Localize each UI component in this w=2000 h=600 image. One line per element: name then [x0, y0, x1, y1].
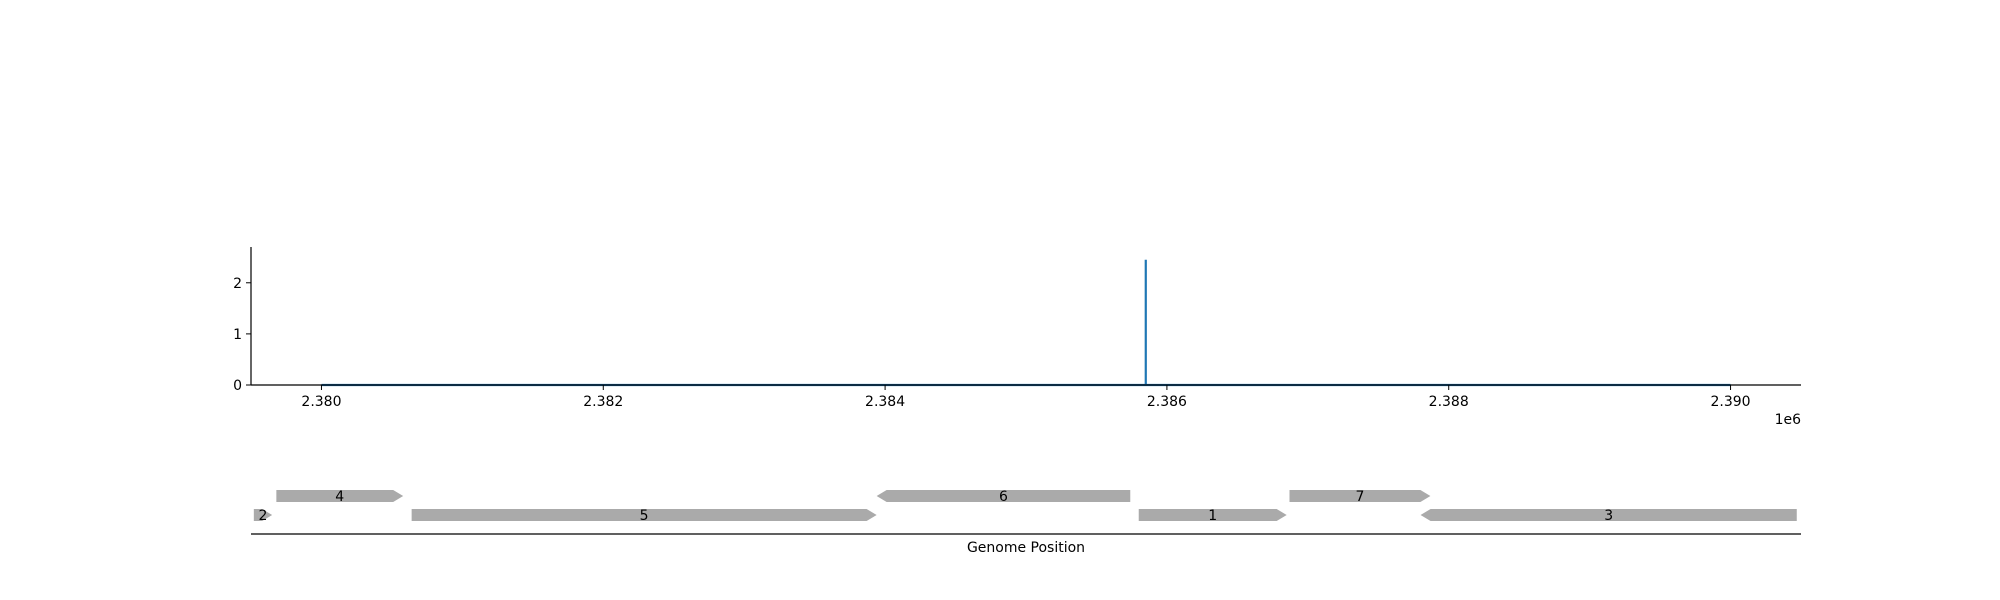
y-tick-label: 0 [233, 378, 242, 394]
gene-map: 1 2 3 4 5 6 7 Genome Position [251, 489, 1801, 556]
y-tick-label: 1 [233, 327, 242, 343]
x-tick-label: 2.384 [865, 394, 905, 410]
gene-label: 5 [640, 508, 649, 524]
x-tick-label: 2.380 [301, 394, 341, 410]
gene-arrow [876, 490, 1131, 502]
gene-arrows: 1 2 3 4 5 6 7 [253, 489, 1797, 524]
x-tick-label: 2.388 [1429, 394, 1469, 410]
coverage-series-group [321, 259, 1731, 387]
gene-label: 2 [259, 508, 268, 524]
gene-arrow [1138, 509, 1287, 521]
x-axis-offset-label: 1e6 [1775, 412, 1802, 428]
gene-label: 7 [1355, 489, 1364, 505]
coverage-line [321, 259, 1731, 387]
x-tick-label: 2.382 [583, 394, 623, 410]
y-axis-ticks: 0 1 2 [233, 276, 251, 394]
gene-label: 1 [1208, 508, 1217, 524]
gene-arrow [1420, 509, 1797, 521]
gene-arrow [276, 490, 404, 502]
gene-label: 6 [999, 489, 1008, 505]
gene-arrow [253, 509, 273, 521]
gene-map-xlabel: Genome Position [967, 540, 1085, 556]
x-tick-label: 2.386 [1147, 394, 1187, 410]
gene-arrow [411, 509, 877, 521]
gene-label: 4 [335, 489, 344, 505]
x-tick-label: 2.390 [1710, 394, 1750, 410]
coverage-plot: 2.380 2.382 2.384 2.386 2.388 2.390 0 1 2 1e6 [233, 247, 1801, 428]
gene-arrow [1289, 490, 1431, 502]
x-axis-ticks: 2.380 2.382 2.384 2.386 2.388 2.390 [301, 385, 1751, 410]
y-tick-label: 2 [233, 276, 242, 292]
gene-label: 3 [1604, 508, 1613, 524]
